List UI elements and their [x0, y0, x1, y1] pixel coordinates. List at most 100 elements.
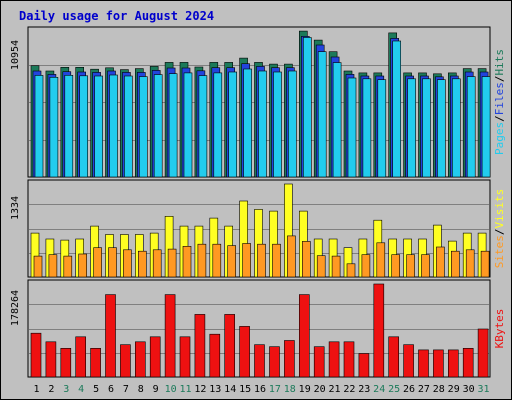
- day-label-6: 6: [108, 384, 114, 395]
- bar-sites-day-5: [93, 247, 102, 278]
- bar-sites-day-28: [436, 246, 445, 278]
- day-label-8: 8: [138, 384, 144, 395]
- bar-sites-day-17: [272, 243, 281, 278]
- bar-sites-day-29: [450, 250, 460, 278]
- bar-sites-day-26: [406, 254, 415, 278]
- day-label-25: 25: [388, 384, 400, 395]
- day-label-16: 16: [254, 384, 266, 395]
- bar-kbytes-day-1: [30, 332, 42, 378]
- day-label-2: 2: [48, 384, 54, 395]
- day-label-17: 17: [269, 384, 281, 395]
- bar-kbytes-day-18: [284, 340, 295, 378]
- bar-kbytes-day-5: [90, 347, 101, 378]
- bar-sites-day-24: [376, 242, 386, 278]
- max-label: 10954: [10, 40, 21, 70]
- bar-pages-day-22: [347, 77, 357, 178]
- bar-kbytes-day-20: [313, 346, 325, 378]
- bar-kbytes-day-15: [239, 326, 250, 378]
- bar-pages-day-5: [94, 75, 103, 178]
- bar-kbytes-day-11: [179, 336, 191, 378]
- bar-pages-day-1: [34, 75, 44, 178]
- bar-kbytes-day-28: [433, 349, 444, 378]
- legend-entry: /: [493, 115, 506, 122]
- bar-sites-day-8: [138, 250, 147, 278]
- day-label-11: 11: [179, 384, 191, 395]
- bar-kbytes-day-27: [418, 349, 429, 378]
- bar-kbytes-day-24: [373, 283, 385, 378]
- bar-sites-day-22: [346, 263, 356, 278]
- bar-pages-day-10: [168, 73, 178, 178]
- bar-pages-day-17: [273, 71, 282, 178]
- bar-pages-day-2: [49, 77, 59, 178]
- legend-entry: Sites: [493, 235, 506, 268]
- day-label-4: 4: [78, 384, 84, 395]
- bar-sites-day-23: [361, 254, 371, 278]
- bar-pages-day-13: [213, 72, 223, 178]
- day-label-18: 18: [284, 384, 296, 395]
- legend-entry: Pages: [493, 122, 506, 155]
- bar-kbytes-day-19: [298, 294, 310, 378]
- legend-entry: Visits: [493, 189, 506, 229]
- bar-kbytes-day-14: [224, 314, 235, 378]
- bar-pages-day-28: [437, 79, 446, 178]
- legend-visits-sites: Sites/Visits: [493, 189, 506, 269]
- bar-sites-day-9: [152, 249, 162, 278]
- bar-kbytes-day-4: [75, 336, 86, 378]
- bar-kbytes-day-22: [343, 341, 355, 378]
- bar-sites-day-1: [33, 255, 43, 278]
- bar-pages-day-20: [317, 51, 327, 178]
- day-label-10: 10: [165, 384, 177, 395]
- day-label-29: 29: [448, 384, 460, 395]
- bar-kbytes-day-25: [388, 336, 400, 378]
- day-label-22: 22: [343, 384, 355, 395]
- bar-sites-day-25: [391, 254, 401, 278]
- day-label-1: 1: [33, 384, 39, 395]
- legend-entry: Files: [493, 82, 506, 115]
- legend-entry: KBytes: [493, 309, 506, 349]
- bar-kbytes-day-21: [328, 341, 340, 378]
- bar-pages-day-9: [153, 74, 163, 178]
- bar-sites-day-6: [108, 247, 117, 278]
- bar-sites-day-19: [301, 241, 311, 278]
- bar-sites-day-20: [316, 255, 326, 278]
- bar-pages-day-14: [228, 71, 237, 178]
- bar-pages-day-27: [422, 78, 431, 178]
- bar-pages-day-24: [377, 79, 387, 178]
- day-label-5: 5: [93, 384, 99, 395]
- bar-pages-day-4: [79, 75, 88, 178]
- bar-pages-day-31: [481, 76, 491, 178]
- day-label-9: 9: [153, 384, 159, 395]
- bar-pages-day-29: [451, 78, 461, 178]
- day-label-3: 3: [63, 384, 69, 395]
- bar-pages-day-30: [466, 76, 476, 178]
- day-label-14: 14: [224, 384, 236, 395]
- day-label-13: 13: [209, 384, 221, 395]
- legend-kbytes: KBytes: [493, 309, 506, 349]
- bar-sites-day-3: [63, 255, 73, 278]
- bar-pages-day-6: [109, 74, 118, 178]
- bar-pages-day-16: [258, 70, 267, 178]
- bar-sites-day-13: [212, 243, 222, 278]
- bar-kbytes-day-30: [462, 347, 474, 378]
- bar-kbytes-day-26: [403, 344, 414, 378]
- day-label-7: 7: [123, 384, 129, 395]
- day-label-21: 21: [328, 384, 340, 395]
- bar-sites-day-27: [421, 254, 430, 278]
- bar-kbytes-day-16: [254, 344, 265, 378]
- bar-sites-day-14: [227, 245, 236, 278]
- day-label-30: 30: [463, 384, 475, 395]
- bar-pages-day-15: [243, 68, 252, 178]
- bar-pages-day-11: [183, 72, 193, 178]
- bar-sites-day-7: [123, 249, 132, 278]
- bar-sites-day-18: [287, 235, 296, 278]
- bar-sites-day-11: [182, 246, 192, 278]
- max-label: 1334: [10, 196, 21, 220]
- day-label-31: 31: [477, 384, 489, 395]
- bar-pages-day-7: [124, 75, 133, 178]
- bar-kbytes-day-6: [105, 294, 116, 378]
- legend-entry: /: [493, 76, 506, 83]
- day-label-20: 20: [314, 384, 326, 395]
- bar-sites-day-15: [242, 243, 251, 278]
- day-label-12: 12: [194, 384, 206, 395]
